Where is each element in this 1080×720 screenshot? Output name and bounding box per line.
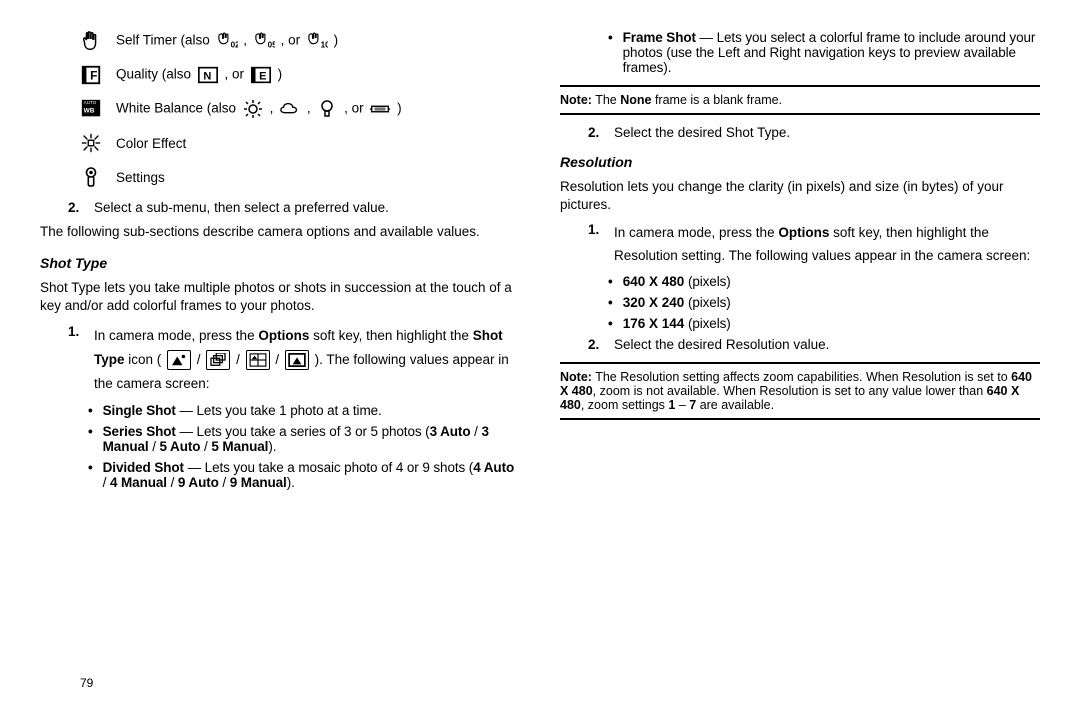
- row-quality: F Quality (also N , or E ): [80, 64, 520, 86]
- shot-single-icon: [167, 350, 191, 370]
- submenu-step-2: 2. Select a sub-menu, then select a pref…: [40, 200, 520, 215]
- quality-e-icon: E: [250, 65, 272, 85]
- settings-icon: [80, 166, 102, 188]
- timer-02-icon: 02: [216, 31, 238, 51]
- res-640: •640 X 480 (pixels): [608, 274, 1040, 289]
- step-number: 1.: [68, 324, 84, 339]
- resolution-step-1: 1. In camera mode, press the Options sof…: [560, 222, 1040, 268]
- quality-f-icon: F: [80, 64, 102, 86]
- res-320: •320 X 240 (pixels): [608, 295, 1040, 310]
- resolution-heading: Resolution: [560, 154, 1040, 170]
- note-none-frame: Note: The None frame is a blank frame.: [560, 85, 1040, 115]
- shot-frame-icon: [285, 350, 309, 370]
- quality-n-icon: N: [197, 65, 219, 85]
- bullet-series-shot: • Series Shot — Lets you take a series o…: [88, 424, 520, 454]
- step-number: 2.: [588, 125, 604, 140]
- row-settings: Settings: [80, 166, 520, 188]
- step-number: 1.: [588, 222, 604, 237]
- res-176: •176 X 144 (pixels): [608, 316, 1040, 331]
- shot-series-icon: [206, 350, 230, 370]
- timer-05-icon: 05: [253, 31, 275, 51]
- step-number: 2.: [588, 337, 604, 352]
- wb-text: White Balance (also , , , or ): [116, 99, 402, 119]
- page: Self Timer (also 02 , 05 , or 10 ) F Qua…: [0, 0, 1080, 720]
- bullet-single-shot: • Single Shot — Lets you take 1 photo at…: [88, 403, 520, 418]
- page-number: 79: [80, 676, 93, 690]
- wb-auto-icon: WB AUTO: [80, 98, 102, 120]
- step-text: In camera mode, press the Options soft k…: [94, 324, 520, 397]
- shot-divided-icon: [246, 350, 270, 370]
- svg-text:F: F: [90, 69, 97, 83]
- bullet-frame-shot: • Frame Shot — Lets you select a colorfu…: [608, 30, 1040, 75]
- wb-cloud-icon: [279, 99, 301, 119]
- hand-icon: [80, 30, 102, 52]
- shot-type-intro: Shot Type lets you take multiple photos …: [40, 279, 520, 315]
- step-text: Select a sub-menu, then select a preferr…: [94, 200, 389, 215]
- shot-type-step-1: 1. In camera mode, press the Options sof…: [40, 324, 520, 397]
- bullet-divided-shot: • Divided Shot — Lets you take a mosaic …: [88, 460, 520, 490]
- note-resolution-zoom: Note: The Resolution setting affects zoo…: [560, 362, 1040, 420]
- right-column: • Frame Shot — Lets you select a colorfu…: [560, 30, 1040, 700]
- step-text: In camera mode, press the Options soft k…: [614, 222, 1040, 268]
- row-self-timer: Self Timer (also 02 , 05 , or 10 ): [80, 30, 520, 52]
- wb-sun-icon: [242, 99, 264, 119]
- svg-text:02: 02: [230, 40, 237, 49]
- resolution-step-2: 2. Select the desired Resolution value.: [560, 337, 1040, 352]
- shot-type-step-2: 2. Select the desired Shot Type.: [560, 125, 1040, 140]
- resolution-intro: Resolution lets you change the clarity (…: [560, 178, 1040, 214]
- wb-fluorescent-icon: [369, 99, 391, 119]
- svg-text:05: 05: [267, 40, 274, 49]
- row-white-balance: WB AUTO White Balance (also , , , or ): [80, 98, 520, 120]
- self-timer-text: Self Timer (also 02 , 05 , or 10 ): [116, 31, 338, 51]
- svg-text:N: N: [203, 71, 211, 83]
- quality-text: Quality (also N , or E ): [116, 65, 282, 85]
- step-text: Select the desired Resolution value.: [614, 337, 829, 352]
- color-effect-label: Color Effect: [116, 136, 186, 151]
- shot-type-heading: Shot Type: [40, 255, 520, 271]
- timer-10-icon: 10: [306, 31, 328, 51]
- frame-shot-bullet: • Frame Shot — Lets you select a colorfu…: [560, 30, 1040, 75]
- row-color-effect: Color Effect: [80, 132, 520, 154]
- left-column: Self Timer (also 02 , 05 , or 10 ) F Qua…: [40, 30, 520, 700]
- wb-bulb-icon: [316, 99, 338, 119]
- svg-text:WB: WB: [84, 108, 95, 115]
- step-text: Select the desired Shot Type.: [614, 125, 790, 140]
- color-effect-icon: [80, 132, 102, 154]
- svg-text:AUTO: AUTO: [84, 100, 97, 105]
- step-number: 2.: [68, 200, 84, 215]
- svg-text:10: 10: [320, 40, 327, 49]
- resolution-values: •640 X 480 (pixels) •320 X 240 (pixels) …: [560, 274, 1040, 331]
- camera-option-icons: Self Timer (also 02 , 05 , or 10 ) F Qua…: [40, 30, 520, 188]
- settings-label: Settings: [116, 170, 165, 185]
- svg-text:E: E: [259, 71, 266, 83]
- shot-type-bullets: • Single Shot — Lets you take 1 photo at…: [40, 403, 520, 490]
- following-paragraph: The following sub-sections describe came…: [40, 223, 520, 241]
